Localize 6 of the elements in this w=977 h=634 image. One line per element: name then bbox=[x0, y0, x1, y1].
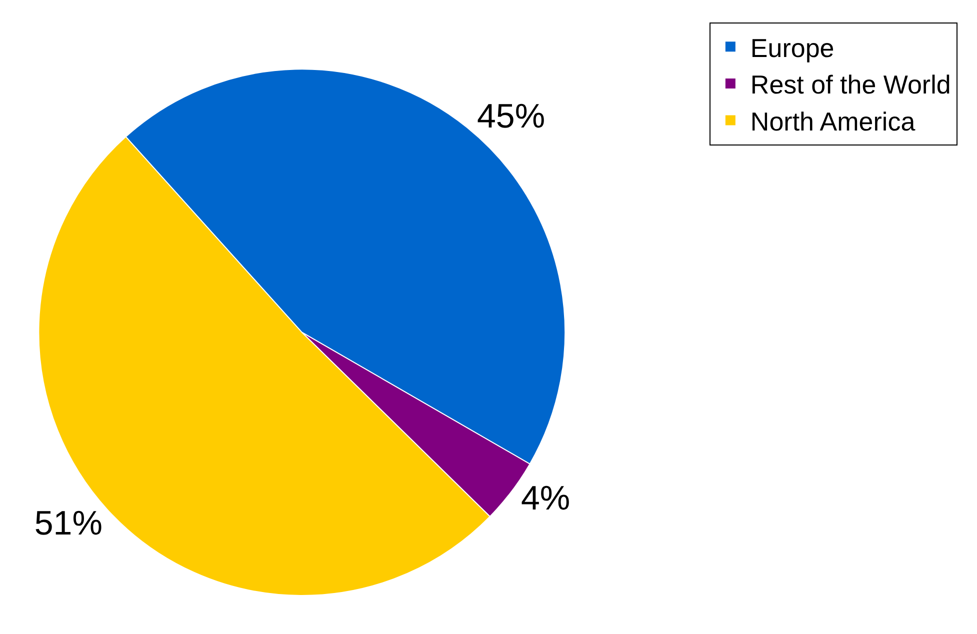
data-label: 45% bbox=[477, 97, 546, 136]
legend-label: North America bbox=[750, 106, 916, 136]
legend-label: Europe bbox=[750, 32, 834, 63]
data-label: 4% bbox=[521, 479, 570, 518]
legend-label: Rest of the World bbox=[750, 70, 951, 100]
data-label: 51% bbox=[34, 504, 102, 543]
